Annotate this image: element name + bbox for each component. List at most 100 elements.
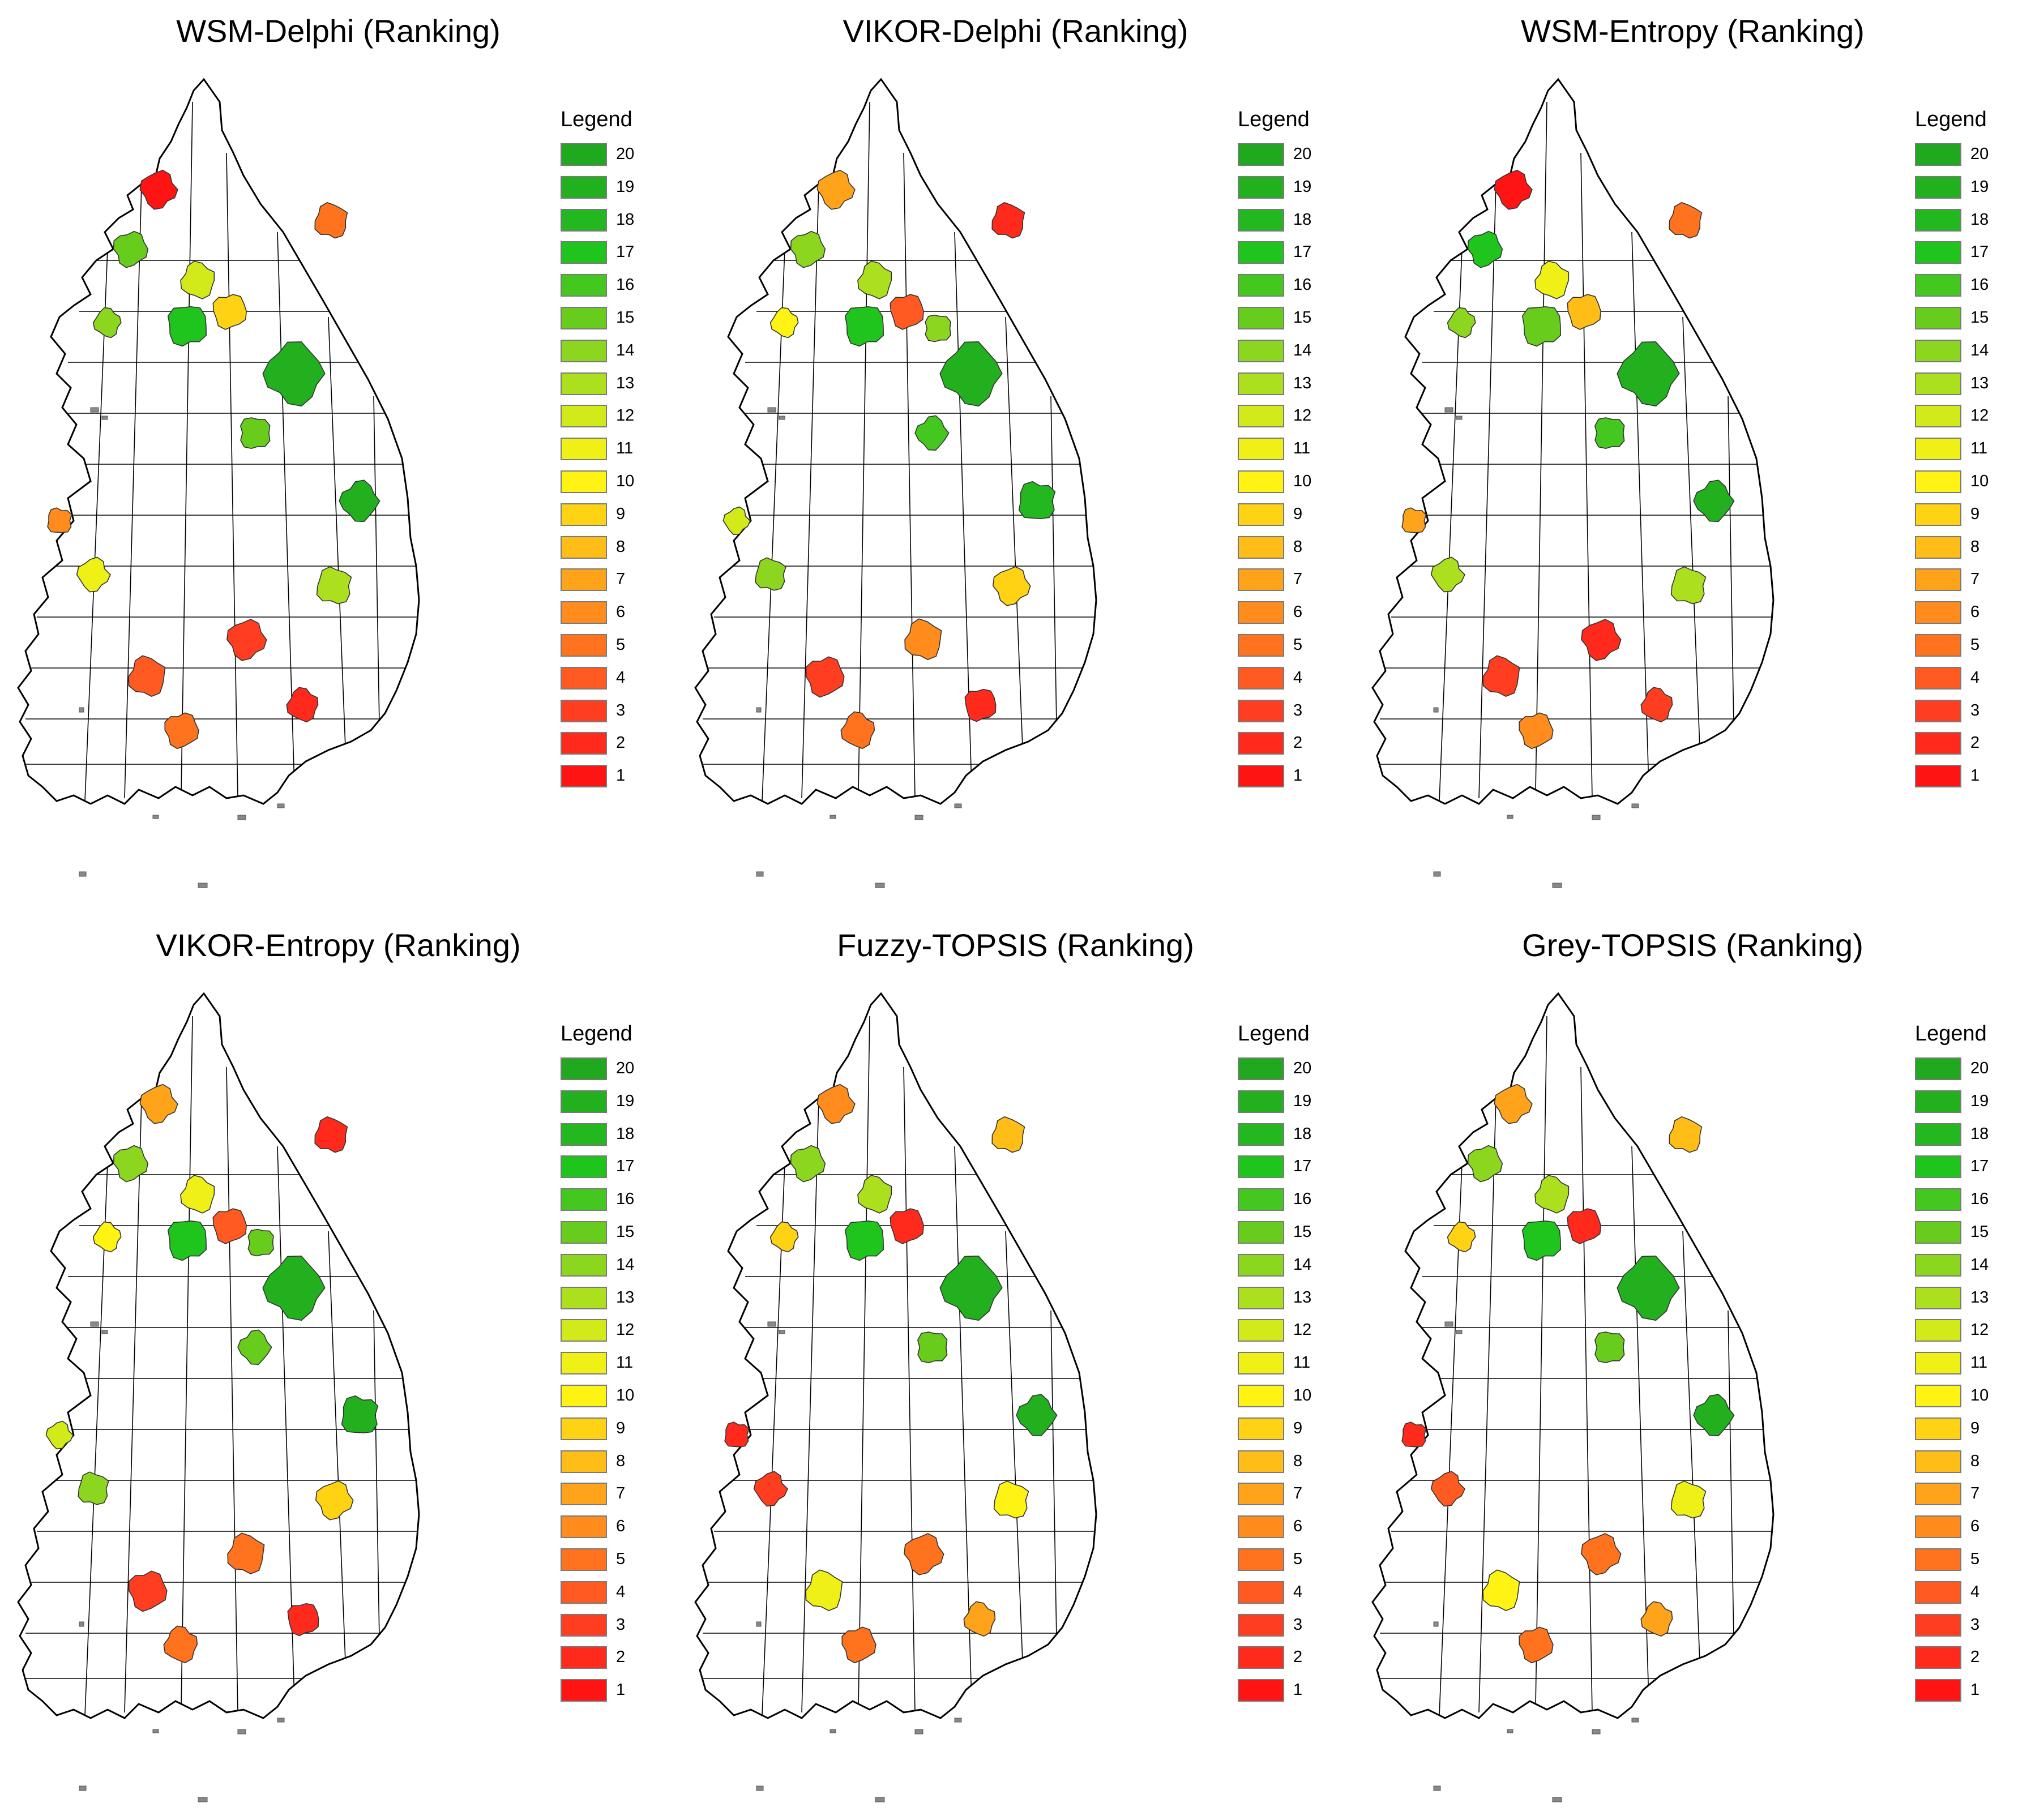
region-mid_east [1594,1331,1625,1364]
island [779,1330,785,1334]
legend-row-13: 13 [1238,1283,1340,1316]
legend-label: 14 [616,1255,635,1274]
legend-swatch [1915,568,1961,592]
island [914,1729,923,1735]
legend-label: 17 [616,1157,635,1176]
legend-swatch [561,536,607,559]
legend-label: 10 [616,1386,635,1404]
legend-swatch [1915,1613,1961,1637]
legend: Legend 20 19 18 17 16 15 14 13 12 11 10 9 8 7 6 5 4 3 2 1 [1238,1022,1340,1708]
legend-row-6: 6 [561,598,662,631]
legend-row-7: 7 [1238,1479,1340,1512]
legend-row-12: 12 [1238,401,1340,434]
island [1456,416,1463,420]
legend-swatch [1238,1319,1284,1342]
region-east_big [939,341,1003,407]
legend-swatch [1915,306,1961,329]
district-boundary [328,1231,346,1662]
legend-swatch [1915,274,1961,297]
korea-map [1371,992,1775,1802]
legend-label: 5 [1293,635,1303,654]
legend-row-3: 3 [1915,1611,2017,1643]
legend-swatch [561,1123,607,1146]
legend-label: 13 [1293,1288,1312,1307]
legend-swatch [1915,1155,1961,1179]
legend-swatch [1915,1581,1961,1604]
region-east_mid [1693,1394,1735,1437]
region-east_north [247,1228,274,1257]
legend-label: 3 [1970,1615,1980,1634]
legend-label: 8 [1970,537,1980,556]
legend-swatch [1915,1384,1961,1407]
legend-label: 11 [1970,1354,1988,1372]
legend-swatch [1238,1090,1284,1113]
district-boundary [858,1016,870,1707]
legend-label: 4 [616,1582,626,1601]
legend-row-19: 19 [1238,1087,1340,1120]
legend-row-15: 15 [1238,1218,1340,1251]
region-nw_north [1494,169,1533,210]
legend-label: 7 [1970,1484,1980,1503]
legend-swatch [1238,765,1284,788]
legend-row-20: 20 [1915,1054,2017,1087]
legend-label: 20 [1293,145,1312,163]
legend-label: 15 [616,308,635,327]
legend-row-6: 6 [1915,1512,2017,1545]
legend-swatch [1238,536,1284,559]
legend-swatch [561,1548,607,1571]
island [914,815,923,820]
legend-label: 19 [1293,177,1312,196]
island [198,883,208,888]
legend-label: 1 [1293,1681,1303,1699]
region-nw_center_e [212,1208,247,1244]
legend-row-15: 15 [561,1218,662,1251]
region-south_center [1581,619,1622,661]
country-outline [694,78,1097,805]
region-nw_north [1494,1084,1533,1124]
region-se_coast [287,1603,319,1637]
legend-swatch [1238,601,1284,624]
legend-label: 6 [1970,603,1980,622]
legend-row-1: 1 [561,1676,662,1708]
region-west_coast [1401,1421,1427,1448]
legend-swatch [1915,1515,1961,1539]
legend-swatch [561,765,607,788]
district-boundary [124,183,142,799]
legend-swatch [1915,633,1961,657]
legend-row-14: 14 [1238,1251,1340,1283]
panel-title: VIKOR-Delphi (Ranking) [843,13,1188,49]
legend-swatch [561,339,607,362]
legend-label: 17 [1293,243,1312,262]
map-panel-vikor-delphi: VIKOR-Delphi (Ranking) Legend 20 19 18 17 16… [677,0,1354,906]
legend-label: 9 [616,504,626,523]
region-nw_north [816,1084,856,1124]
region-nw_north [139,169,178,210]
legend-row-4: 4 [1238,663,1340,696]
island [1631,1718,1639,1723]
region-nw_west [1467,230,1503,268]
district-boundary [954,1146,972,1702]
country-outline [694,992,1097,1719]
legend-row-2: 2 [1915,729,2017,761]
korea-map [694,78,1097,888]
legend-swatch [1238,1515,1284,1539]
legend-label: 13 [616,1288,635,1307]
legend-swatch [561,1319,607,1342]
district-boundary [1439,249,1463,802]
region-east_big [939,1255,1003,1321]
region-sw_mid [78,1471,109,1505]
legend-row-16: 16 [561,1185,662,1218]
legend-row-17: 17 [561,238,662,271]
legend-row-3: 3 [1915,696,2017,729]
legend-label: 6 [616,1517,626,1536]
region-south_center [1581,1533,1622,1575]
legend-label: 17 [1293,1157,1312,1176]
legend-row-11: 11 [1915,434,2017,467]
island [875,1797,885,1802]
legend-row-17: 17 [1238,238,1340,271]
legend-label: 14 [616,341,635,359]
legend-label: 18 [1970,1124,1989,1143]
district-boundaries [700,101,1095,802]
legend-label: 15 [616,1222,635,1241]
region-nw_center_e [1567,294,1602,330]
